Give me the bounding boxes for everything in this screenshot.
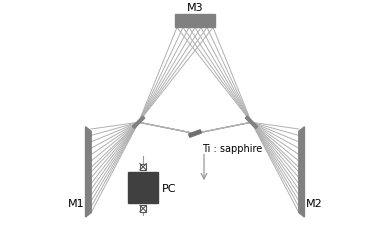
Bar [140, 164, 146, 170]
Text: PC: PC [162, 183, 177, 193]
Bar [128, 172, 158, 204]
Polygon shape [189, 130, 201, 138]
Text: M1: M1 [68, 198, 84, 208]
Text: M2: M2 [306, 198, 323, 208]
Bar [140, 205, 146, 212]
Text: Ti : sapphire: Ti : sapphire [202, 143, 262, 153]
Text: M3: M3 [187, 3, 203, 13]
Polygon shape [85, 127, 91, 217]
Polygon shape [299, 127, 305, 217]
Polygon shape [245, 117, 257, 129]
Bar [175, 15, 215, 28]
Polygon shape [133, 117, 145, 129]
